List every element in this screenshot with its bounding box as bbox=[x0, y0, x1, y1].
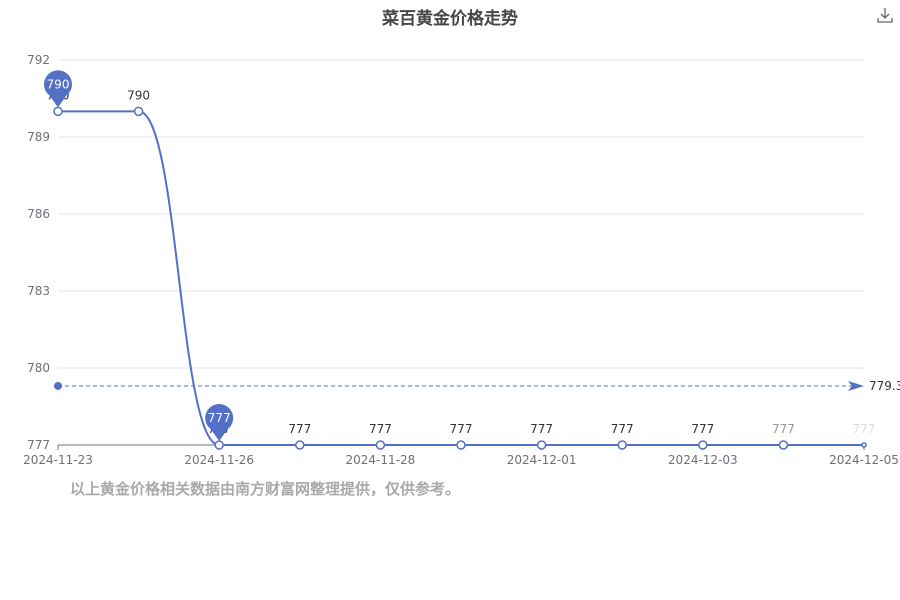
y-tick-label: 786 bbox=[27, 207, 50, 221]
min-marker-label: 777 bbox=[208, 411, 231, 425]
data-point bbox=[861, 442, 867, 448]
line-chart: 777 780 783 786 789 792 2024-11-23 2024-11-26 20… bbox=[23, 53, 900, 467]
data-label: 777 bbox=[288, 422, 311, 436]
x-tick-label: 2024-12-03 bbox=[668, 453, 738, 467]
footnote: 以上黄金价格相关数据由南方财富网整理提供，仅供参考。 bbox=[70, 480, 461, 498]
data-point bbox=[778, 440, 789, 450]
x-tick-label: 2024-11-28 bbox=[346, 453, 416, 467]
data-label: 777 bbox=[450, 422, 473, 436]
min-marker-pin bbox=[205, 404, 234, 432]
average-line-label: 779.3 bbox=[869, 379, 900, 393]
y-tick-label: 789 bbox=[27, 130, 50, 144]
x-tick-label: 2024-11-23 bbox=[23, 453, 93, 467]
y-tick-label: 783 bbox=[27, 284, 50, 298]
max-marker-pin bbox=[44, 70, 72, 99]
y-tick-label: 792 bbox=[27, 53, 50, 67]
y-tick-label: 777 bbox=[27, 438, 50, 452]
data-point bbox=[295, 440, 305, 450]
average-line-arrow bbox=[848, 380, 864, 391]
x-tick-label: 2024-12-05 bbox=[829, 453, 899, 467]
data-label: 777 bbox=[772, 422, 795, 436]
chart-title: 菜百黄金价格走势 bbox=[382, 9, 518, 29]
max-marker-label: 790 bbox=[47, 77, 70, 91]
data-point bbox=[214, 440, 224, 450]
data-point bbox=[456, 440, 466, 450]
series-line bbox=[58, 110, 864, 447]
data-point bbox=[617, 440, 627, 450]
data-label: 790 bbox=[127, 88, 150, 102]
data-label: 777 bbox=[853, 422, 876, 436]
data-point bbox=[53, 106, 63, 117]
download-icon[interactable] bbox=[876, 6, 894, 24]
data-point bbox=[375, 440, 386, 450]
data-label: 777 bbox=[530, 422, 553, 436]
data-label: 777 bbox=[369, 422, 392, 436]
x-tick-label: 2024-12-01 bbox=[507, 453, 577, 467]
x-tick-label: 2024-11-26 bbox=[184, 453, 254, 467]
data-point bbox=[536, 440, 547, 450]
data-point bbox=[133, 106, 144, 117]
data-point bbox=[698, 440, 708, 450]
data-label: 777 bbox=[691, 422, 714, 436]
y-tick-label: 780 bbox=[27, 361, 50, 375]
data-label: 777 bbox=[611, 422, 634, 436]
